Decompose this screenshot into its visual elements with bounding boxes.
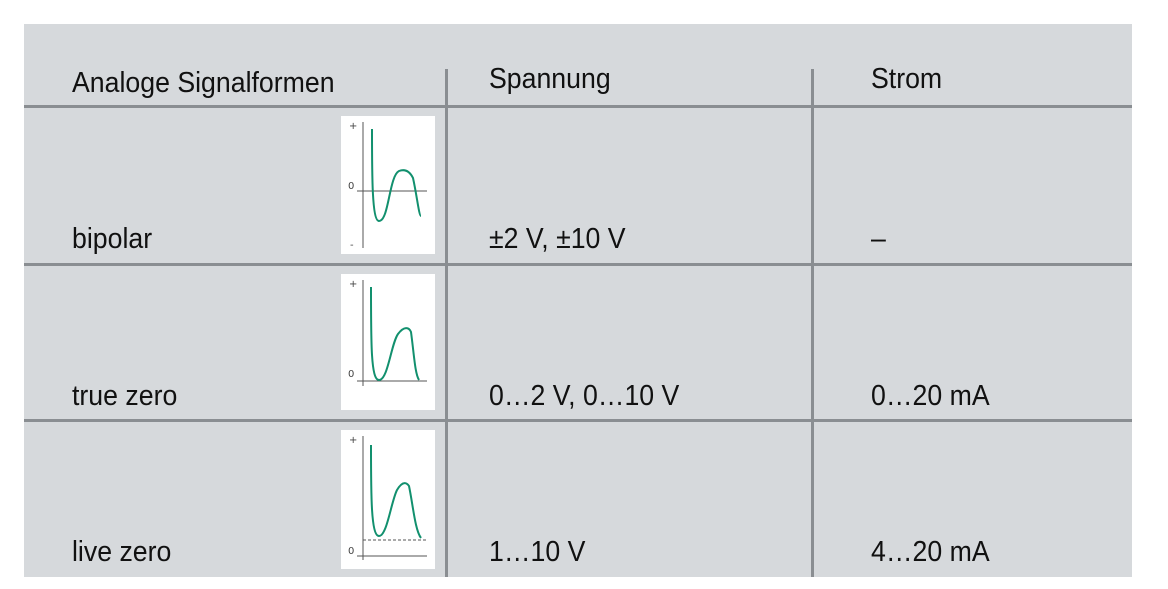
row-strom-value: 0…20 mA [871, 380, 990, 412]
column-divider-2 [811, 107, 814, 577]
row-signal-label: bipolar [72, 223, 153, 255]
row-spannung-value: 0…2 V, 0…10 V [489, 380, 680, 412]
row-divider [24, 263, 1132, 266]
live-zero-signal-graph: + 0 [341, 430, 435, 569]
row-strom-value: 4…20 mA [871, 536, 990, 568]
header-divider-2 [811, 69, 814, 107]
header-signalformen: Analoge Signalformen [72, 67, 335, 99]
row-spannung-value: ±2 V, ±10 V [489, 223, 626, 255]
row-strom-value: – [871, 223, 886, 255]
header-strom: Strom [871, 63, 943, 95]
graph-curve [370, 444, 422, 539]
graph-plus-label: + [349, 279, 357, 290]
row-signal-label: true zero [72, 380, 178, 412]
row-signal-label: live zero [72, 536, 172, 568]
bipolar-signal-graph: + 0 - [341, 116, 435, 254]
row-spannung-value: 1…10 V [489, 536, 586, 568]
graph-plus-label: + [349, 121, 357, 132]
header-spannung: Spannung [489, 63, 611, 95]
column-divider-1 [445, 107, 448, 577]
header-divider-1 [445, 69, 448, 107]
signal-table: Analoge Signalformen Spannung Strom bipo… [24, 24, 1132, 577]
graph-plus-label: + [349, 435, 357, 446]
graph-zero-label: 0 [348, 369, 354, 380]
graph-curve [370, 286, 420, 382]
graph-curve [371, 128, 422, 223]
true-zero-signal-graph: + 0 [341, 274, 435, 410]
row-divider [24, 419, 1132, 422]
row-divider [24, 105, 1132, 108]
graph-minus-label: - [350, 240, 354, 251]
graph-zero-label: 0 [348, 546, 354, 557]
graph-zero-label: 0 [348, 181, 354, 192]
